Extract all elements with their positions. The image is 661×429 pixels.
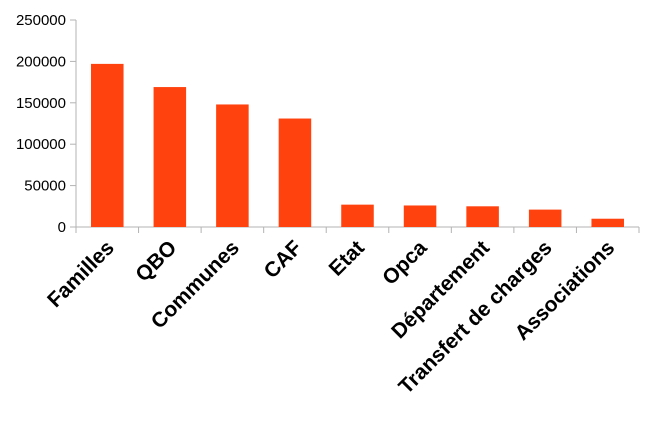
x-tick-label: Etat: [325, 236, 369, 280]
x-tick-label: QBO: [131, 236, 181, 286]
x-tick-label: CAF: [260, 236, 307, 283]
y-tick-label: 50000: [24, 178, 66, 195]
y-tick-label: 0: [58, 219, 66, 236]
y-tick-label: 200000: [16, 53, 66, 70]
bar: [278, 118, 312, 227]
x-axis: [75, 226, 640, 233]
bar: [91, 63, 124, 227]
y-tick-label: 150000: [16, 95, 66, 112]
x-tick-label: Familles: [43, 236, 119, 312]
bar: [216, 104, 249, 227]
x-tick-label: Opca: [378, 236, 432, 290]
bar: [466, 206, 499, 227]
bars: [91, 63, 624, 228]
y-tick-label: 100000: [16, 136, 66, 153]
y-axis: 0 50000 100000 150000 200000 250000: [16, 12, 77, 236]
bar: [153, 87, 187, 228]
bar: [528, 209, 562, 227]
bar: [403, 205, 437, 227]
y-tick-label: 250000: [16, 12, 66, 29]
bar: [591, 218, 624, 227]
bar: [341, 204, 374, 227]
